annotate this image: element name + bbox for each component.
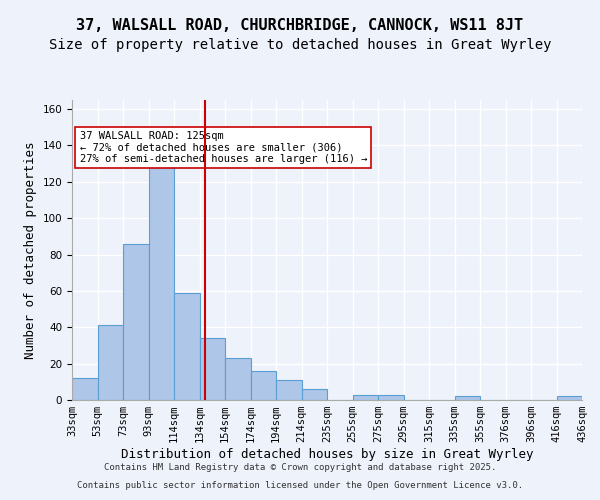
Bar bbox=[378, 394, 404, 400]
Y-axis label: Number of detached properties: Number of detached properties bbox=[24, 141, 37, 359]
Bar bbox=[97, 326, 123, 400]
Text: Size of property relative to detached houses in Great Wyrley: Size of property relative to detached ho… bbox=[49, 38, 551, 52]
Bar bbox=[455, 396, 480, 400]
Bar bbox=[225, 358, 251, 400]
Bar bbox=[251, 371, 276, 400]
Bar bbox=[276, 380, 302, 400]
Bar bbox=[149, 162, 174, 400]
Text: Contains HM Land Registry data © Crown copyright and database right 2025.: Contains HM Land Registry data © Crown c… bbox=[104, 464, 496, 472]
Text: 37 WALSALL ROAD: 125sqm
← 72% of detached houses are smaller (306)
27% of semi-d: 37 WALSALL ROAD: 125sqm ← 72% of detache… bbox=[80, 131, 367, 164]
Text: Contains public sector information licensed under the Open Government Licence v3: Contains public sector information licen… bbox=[77, 481, 523, 490]
Bar bbox=[302, 389, 327, 400]
Bar bbox=[72, 378, 97, 400]
X-axis label: Distribution of detached houses by size in Great Wyrley: Distribution of detached houses by size … bbox=[121, 448, 533, 461]
Bar bbox=[557, 396, 582, 400]
Bar bbox=[199, 338, 225, 400]
Text: 37, WALSALL ROAD, CHURCHBRIDGE, CANNOCK, WS11 8JT: 37, WALSALL ROAD, CHURCHBRIDGE, CANNOCK,… bbox=[76, 18, 524, 32]
Bar bbox=[353, 394, 378, 400]
Bar bbox=[174, 292, 199, 400]
Bar bbox=[123, 244, 149, 400]
